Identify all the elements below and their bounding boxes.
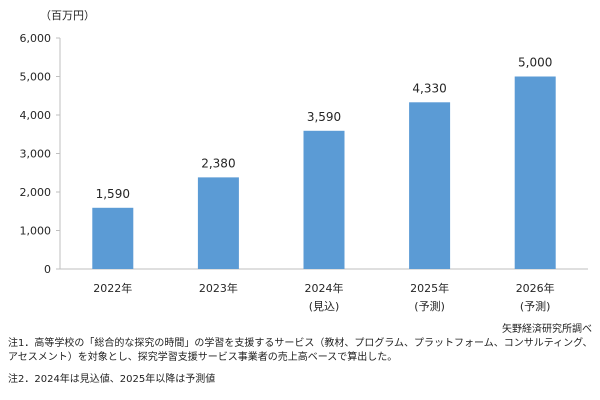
bar: [197, 177, 239, 269]
data-label: 1,590: [96, 187, 130, 201]
x-tick-sublabel: (予測): [520, 299, 551, 313]
x-tick-sublabel: (予測): [414, 299, 445, 313]
data-label: 4,330: [412, 81, 446, 95]
y-tick-label: 4,000: [20, 109, 52, 122]
x-tick-label: 2025年: [410, 281, 449, 295]
y-tick-label: 1,000: [20, 225, 52, 238]
bar-chart: 0 1,000 2,000 3,000 4,000 5,000 6,000 1,590 202…: [20, 32, 588, 313]
data-label: 3,590: [307, 110, 341, 124]
footnote-2: 注2．2024年は見込値、2025年以降は予測値: [8, 374, 216, 385]
y-tick-label: 6,000: [20, 32, 52, 45]
data-label: 2,380: [201, 156, 235, 170]
y-axis-unit-label: （百万円）: [40, 9, 95, 22]
x-tick-sublabel: (見込): [309, 300, 340, 313]
y-tick-label: 3,000: [20, 148, 52, 161]
x-tick-label: 2022年: [93, 281, 132, 295]
y-tick-label: 5,000: [20, 71, 52, 84]
source-credit: 矢野経済研究所調べ: [502, 324, 592, 335]
bar: [409, 102, 451, 269]
x-tick-label: 2024年: [305, 281, 344, 295]
bar: [92, 207, 134, 269]
y-tick-label: 0: [44, 263, 51, 276]
bar: [514, 76, 556, 269]
bar: [303, 130, 345, 269]
x-tick-label: 2026年: [516, 281, 555, 295]
footnote-1: 注1．高等学校の「総合的な探究の時間」の学習を支援するサービス（教材、プログラム…: [8, 338, 593, 363]
x-tick-label: 2023年: [199, 281, 238, 295]
data-label: 5,000: [518, 56, 552, 70]
y-tick-label: 2,000: [20, 186, 52, 199]
